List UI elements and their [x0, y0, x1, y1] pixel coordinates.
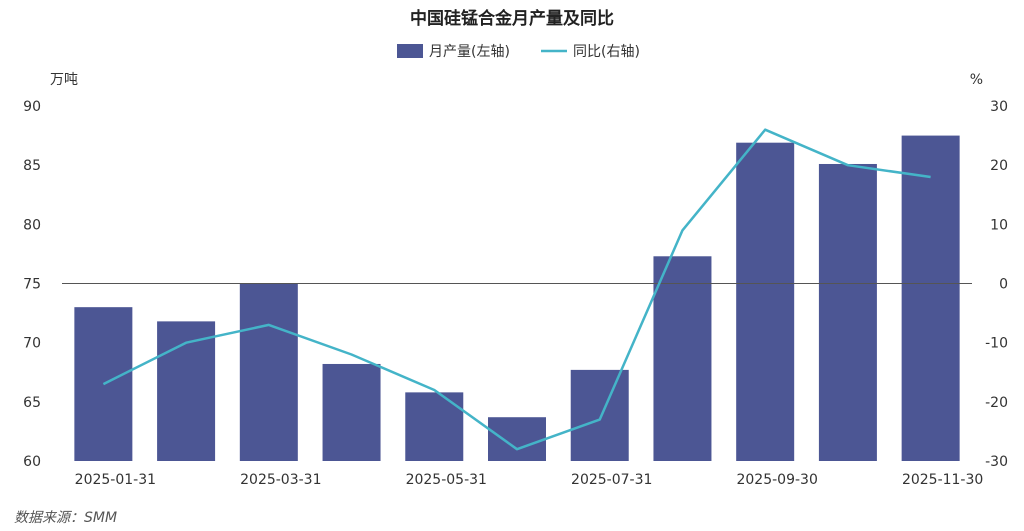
x-axis-ticks: 2025-01-31 2025-03-31 2025-05-31 2025-07-31…	[75, 472, 984, 488]
bar	[322, 363, 381, 461]
left-tick-label: 90	[23, 99, 41, 115]
right-tick-label: 10	[990, 217, 1008, 233]
left-axis-ticks: 60 65 70 75 80 85 90	[23, 99, 41, 470]
bar-series	[74, 135, 960, 462]
left-axis-unit: 万吨	[50, 72, 78, 88]
left-tick-label: 60	[23, 454, 41, 470]
bar	[570, 369, 629, 461]
left-tick-label: 75	[23, 277, 41, 293]
legend-line-label: 同比(右轴)	[573, 44, 640, 60]
bar	[818, 163, 877, 461]
bar	[157, 321, 216, 461]
bar	[901, 135, 960, 462]
left-tick-label: 80	[23, 217, 41, 233]
x-tick-label: 2025-07-31	[571, 472, 652, 488]
legend-bar-label: 月产量(左轴)	[429, 44, 510, 60]
right-tick-label: -30	[985, 454, 1008, 470]
legend-bar-swatch	[397, 44, 423, 58]
bar	[488, 417, 546, 461]
bar	[653, 256, 712, 461]
bar	[239, 283, 298, 461]
left-tick-label: 65	[23, 395, 41, 411]
right-axis-unit: %	[970, 72, 983, 88]
right-tick-label: 20	[990, 158, 1008, 174]
legend: 月产量(左轴) 同比(右轴)	[397, 44, 640, 60]
left-tick-label: 70	[23, 336, 41, 352]
x-tick-label: 2025-09-30	[736, 472, 817, 488]
right-tick-label: -10	[985, 336, 1008, 352]
x-tick-label: 2025-03-31	[240, 472, 321, 488]
source-note: 数据来源：SMM	[14, 510, 117, 526]
yoy-line	[102, 128, 931, 451]
right-tick-label: 0	[999, 277, 1008, 293]
line-series	[102, 128, 931, 451]
chart-title: 中国硅锰合金月产量及同比	[410, 8, 614, 29]
left-tick-label: 85	[23, 158, 41, 174]
right-axis-ticks: -30 -20 -10 0 10 20 30	[985, 99, 1008, 470]
x-tick-label: 2025-05-31	[406, 472, 487, 488]
x-tick-label: 2025-01-31	[75, 472, 156, 488]
right-tick-label: 30	[990, 99, 1008, 115]
bar	[405, 392, 464, 461]
x-tick-label: 2025-11-30	[902, 472, 983, 488]
right-tick-label: -20	[985, 395, 1008, 411]
bar	[736, 142, 795, 461]
